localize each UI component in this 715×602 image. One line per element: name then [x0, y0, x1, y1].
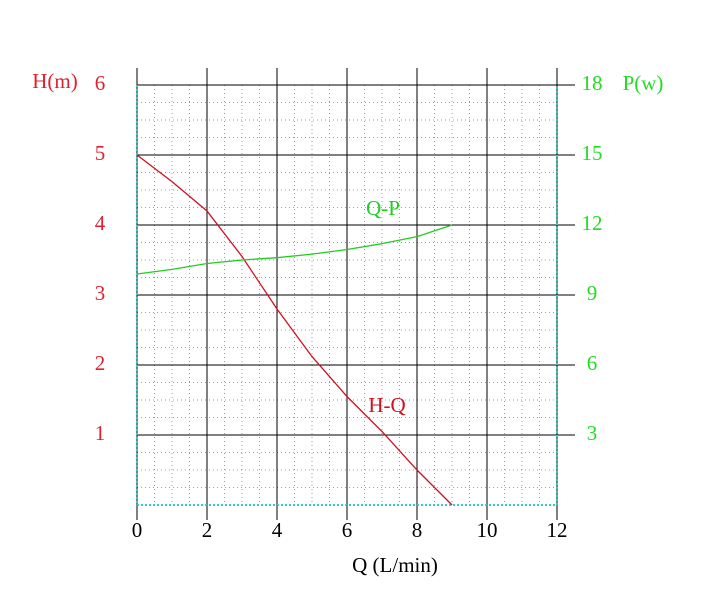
x-tick-label: 0 — [132, 518, 143, 542]
y2-axis-title: P(w) — [623, 71, 664, 95]
x-tick-label: 10 — [477, 518, 498, 542]
series-label: Q-P — [366, 196, 400, 220]
y2-tick-label: 15 — [582, 141, 603, 165]
y-axis-title: H(m) — [32, 69, 78, 93]
x-tick-label: 6 — [342, 518, 353, 542]
y-tick-label: 6 — [95, 71, 106, 95]
x-tick-label: 8 — [412, 518, 423, 542]
series-line — [136, 154, 453, 506]
y2-tick-label: 9 — [587, 281, 598, 305]
series-line — [136, 224, 453, 275]
x-tick-label: 4 — [272, 518, 283, 542]
x-tick-label: 12 — [547, 518, 568, 542]
y-tick-label: 1 — [95, 421, 106, 445]
y2-tick-label: 6 — [587, 351, 598, 375]
plot-frame — [136, 85, 558, 506]
x-axis-title: Q (L/min) — [352, 553, 438, 577]
y2-tick-label: 12 — [582, 211, 603, 235]
y-tick-label: 5 — [95, 141, 106, 165]
y2-tick-label: 18 — [582, 71, 603, 95]
y2-tick-label: 3 — [587, 421, 598, 445]
series-label: H-Q — [368, 393, 405, 417]
y-tick-label: 3 — [95, 281, 106, 305]
y-tick-label: 2 — [95, 351, 106, 375]
y-tick-label: 4 — [95, 211, 106, 235]
x-tick-label: 2 — [202, 518, 213, 542]
